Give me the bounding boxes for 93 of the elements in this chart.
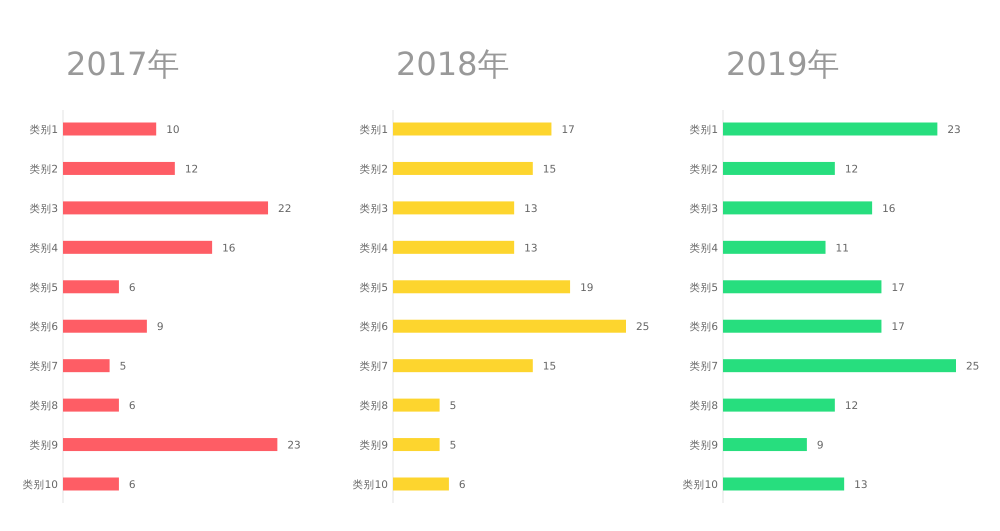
bar: [63, 201, 268, 214]
bar: [723, 201, 872, 214]
y-tick-label: 类别2: [689, 162, 718, 176]
data-label: 12: [184, 163, 198, 176]
data-label: 16: [222, 242, 236, 254]
bar: [393, 320, 626, 333]
chart-title: 2017年: [66, 45, 180, 83]
bar: [393, 201, 514, 214]
y-tick-label: 类别7: [29, 360, 58, 373]
bar: [63, 162, 175, 175]
data-label: 25: [636, 321, 650, 334]
data-label: 6: [128, 400, 136, 412]
bar: [393, 162, 533, 175]
y-tick-label: 类别10: [22, 478, 58, 491]
data-label: 10: [166, 124, 180, 136]
bar: [393, 359, 533, 372]
bar: [723, 478, 844, 490]
data-label: 6: [128, 479, 136, 491]
y-tick-label: 类别1: [29, 123, 58, 136]
data-label: 17: [891, 321, 905, 334]
y-tick-label: 类别6: [29, 320, 58, 334]
data-label: 6: [128, 282, 136, 294]
bar: [723, 240, 826, 254]
data-label: 9: [156, 321, 164, 334]
y-tick-label: 类别4: [689, 241, 718, 254]
data-label: 16: [882, 202, 896, 215]
bar: [723, 359, 956, 372]
data-label: 25: [966, 360, 980, 373]
y-tick-label: 类别6: [689, 320, 718, 334]
bar: [393, 122, 552, 136]
y-tick-label: 类别8: [689, 399, 718, 412]
data-label: 13: [854, 479, 868, 491]
bar: [393, 240, 514, 254]
bar: [723, 122, 938, 136]
y-tick-label: 类别9: [29, 438, 58, 452]
bar: [393, 438, 440, 452]
y-tick-label: 类别3: [689, 202, 718, 215]
bar: [63, 122, 156, 136]
data-label: 9: [816, 440, 824, 452]
data-label: 5: [450, 400, 456, 412]
y-tick-label: 类别3: [359, 202, 388, 215]
y-tick-label: 类别2: [29, 162, 58, 176]
data-label: 19: [580, 282, 594, 294]
bar: [63, 280, 119, 294]
y-tick-label: 类别9: [359, 438, 388, 452]
data-label: 12: [844, 400, 858, 412]
data-label: 23: [287, 440, 301, 452]
bar: [723, 280, 882, 294]
data-label: 15: [542, 163, 556, 176]
chart-title: 2018年: [396, 45, 510, 83]
y-tick-label: 类别5: [689, 280, 718, 294]
data-label: 15: [542, 360, 556, 373]
bar: [63, 320, 147, 333]
bar: [63, 398, 119, 412]
data-label: 23: [947, 124, 961, 136]
y-tick-label: 类别6: [359, 320, 388, 334]
y-tick-label: 类别8: [359, 399, 388, 412]
y-tick-label: 类别7: [359, 360, 388, 373]
bar: [723, 398, 835, 412]
y-tick-label: 类别4: [359, 241, 388, 254]
y-tick-label: 类别5: [29, 280, 58, 294]
data-label: 5: [120, 360, 126, 373]
bar: [63, 240, 212, 254]
bar: [723, 162, 835, 175]
data-label: 13: [524, 242, 538, 254]
y-tick-label: 类别9: [689, 438, 718, 452]
data-label: 5: [450, 440, 456, 452]
data-label: 13: [524, 202, 538, 215]
y-tick-label: 类别1: [689, 123, 718, 136]
data-label: 17: [891, 282, 905, 294]
bar: [723, 438, 807, 452]
bar: [63, 359, 110, 372]
y-tick-label: 类别4: [29, 241, 58, 254]
bar: [393, 398, 440, 412]
data-label: 11: [836, 242, 849, 254]
bar: [723, 320, 882, 333]
y-tick-label: 类别7: [689, 360, 718, 373]
bar: [63, 438, 278, 452]
bar: [393, 280, 570, 294]
bar: [393, 478, 449, 490]
y-tick-label: 类别2: [359, 162, 388, 176]
y-tick-label: 类别10: [682, 478, 718, 491]
y-tick-label: 类别3: [29, 202, 58, 215]
data-label: 22: [278, 202, 292, 215]
bar: [63, 478, 119, 490]
chart-title: 2019年: [726, 45, 840, 83]
y-tick-label: 类别8: [29, 399, 58, 412]
data-label: 6: [458, 479, 466, 491]
data-label: 12: [844, 163, 858, 176]
y-tick-label: 类别10: [352, 478, 388, 491]
y-tick-label: 类别5: [359, 280, 388, 294]
y-tick-label: 类别1: [359, 123, 388, 136]
data-label: 17: [561, 124, 575, 136]
